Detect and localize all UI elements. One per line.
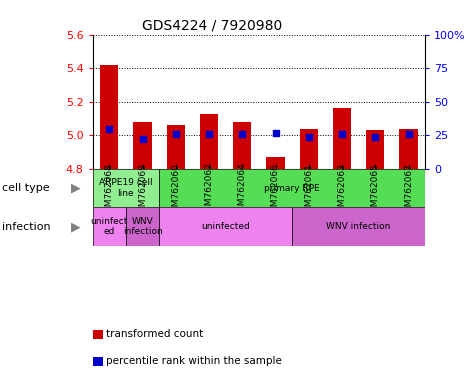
Point [338,131,346,137]
Bar [266,157,285,169]
Text: transformed count: transformed count [106,329,203,339]
Point [371,134,379,140]
Text: GDS4224 / 7920980: GDS4224 / 7920980 [142,18,283,32]
Bar [100,65,118,169]
Bar [366,130,384,169]
Bar [399,129,418,169]
Point [205,131,213,137]
Text: ▶: ▶ [71,220,81,233]
Text: WNV infection: WNV infection [326,222,391,231]
Text: uninfect
ed: uninfect ed [91,217,128,236]
Bar [159,207,292,246]
Point [405,131,412,137]
Bar [133,122,152,169]
Text: percentile rank within the sample: percentile rank within the sample [106,356,282,366]
Bar [292,207,425,246]
Point [172,131,180,137]
Text: infection: infection [2,222,51,232]
Bar [333,108,351,169]
Point [139,136,146,142]
Bar [200,114,218,169]
Text: cell type: cell type [2,183,50,193]
Bar [159,169,425,207]
Bar [300,129,318,169]
Text: primary RPE: primary RPE [264,184,320,193]
Text: uninfected: uninfected [201,222,250,231]
Bar [126,207,159,246]
Bar [167,125,185,169]
Text: ▶: ▶ [71,182,81,195]
Text: WNV
infection: WNV infection [123,217,162,236]
Text: ARPE19 cell
line: ARPE19 cell line [99,179,152,198]
Bar [233,122,251,169]
Point [305,134,313,140]
Bar [93,169,159,207]
Bar [93,207,126,246]
Point [105,126,113,132]
Point [272,129,279,136]
Point [238,131,246,137]
